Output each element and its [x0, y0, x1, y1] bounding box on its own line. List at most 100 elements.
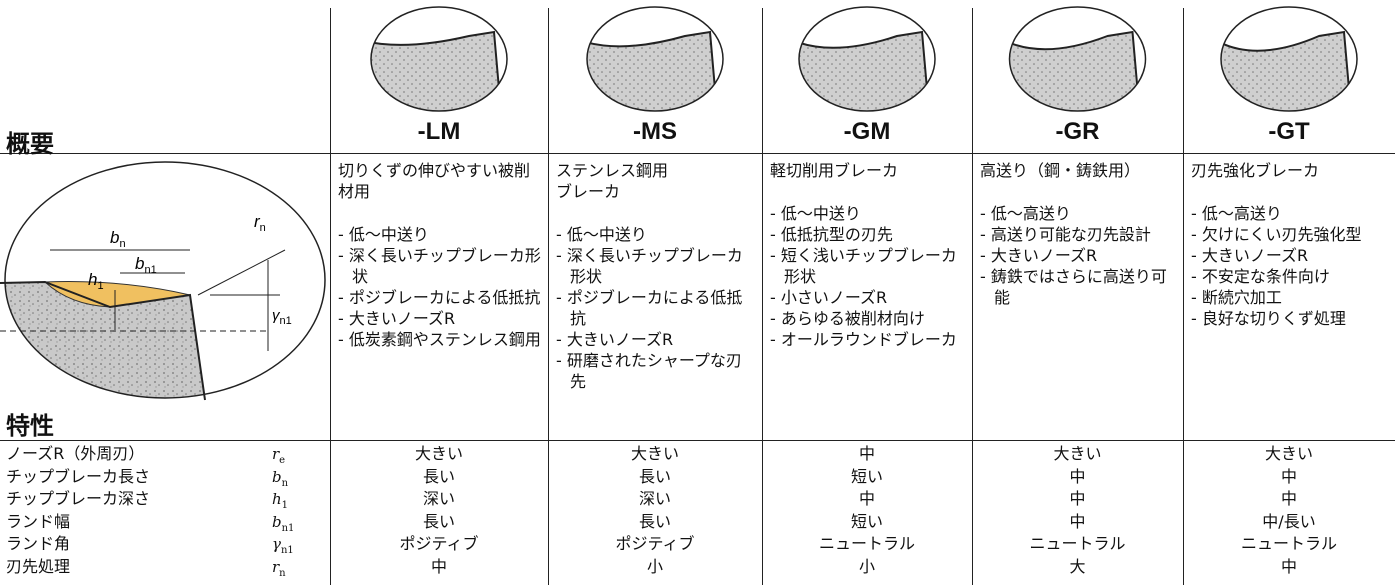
- symbol-text: h: [272, 490, 282, 508]
- feature-point: - 研磨されたシャープな刃先: [556, 351, 742, 391]
- profile-icon: [1220, 6, 1358, 112]
- diagram-label: rn: [254, 212, 266, 234]
- property-value: 大きい: [1264, 444, 1313, 463]
- diagram-label: bn: [110, 228, 126, 250]
- column-title: 切りくずの伸びやすい被削材用: [338, 160, 542, 202]
- column-name: -MS: [633, 118, 677, 145]
- property-value: 長い: [638, 466, 671, 486]
- feature-point: - 断続穴加工: [1191, 288, 1282, 307]
- feature-point: - 低～中送り: [338, 225, 429, 244]
- diagram-label: γn1: [272, 307, 292, 327]
- diagram: bn bn1 rn h1 γn1: [0, 161, 326, 401]
- feature-point: - 短く浅いチップブレーカ形状: [770, 246, 957, 286]
- feature-point: - 低～高送り: [980, 204, 1071, 223]
- property-symbol: rn: [272, 556, 286, 585]
- property-row: ランド幅 bn1 長い 長い 短い 中 中/長い: [0, 511, 1395, 534]
- profile-icon: [1008, 6, 1147, 112]
- feature-point: - 大きいノーズR: [556, 330, 674, 349]
- column-body: ステンレス鋼用 ブレーカ - 低～中送り - 深く長いチップブレーカ形状 - ポジブレー…: [548, 160, 762, 392]
- property-label: ランド角: [6, 534, 71, 553]
- property-value: 中/長い: [1262, 511, 1316, 531]
- property-value: 中: [1280, 489, 1297, 508]
- property-value: ニュートラル: [1029, 534, 1126, 553]
- symbol-sub: n1: [281, 522, 295, 534]
- property-value: ニュートラル: [818, 534, 915, 553]
- property-value: 小: [858, 556, 875, 576]
- title-line: ステンレス鋼用: [556, 161, 669, 180]
- feature-point: - ポジブレーカによる低抵抗: [338, 288, 541, 307]
- property-value: 深い: [638, 489, 671, 508]
- diagram-label: bn1: [135, 254, 157, 276]
- property-row: チップブレーカ長さ bn 長い 長い 短い 中 中: [0, 466, 1395, 489]
- property-value: 大きい: [630, 444, 679, 463]
- property-value: 長い: [422, 466, 455, 486]
- property-value: 中: [430, 556, 447, 576]
- property-value: 長い: [422, 511, 455, 531]
- property-value: 中: [1069, 511, 1086, 531]
- symbol-sub: 1: [281, 500, 289, 511]
- property-value: 中: [1280, 466, 1297, 486]
- title-line: 軽切削用ブレーカ: [770, 161, 899, 180]
- property-value: 大: [1069, 556, 1086, 576]
- feature-point: - 低～中送り: [770, 204, 861, 223]
- feature-point: - ポジブレーカによる低抵抗: [556, 288, 743, 328]
- features-label: 特性: [6, 412, 54, 440]
- column-body: 軽切削用ブレーカ - 低～中送り - 低抵抗型の刃先 - 短く浅いチップブレーカ形状 -…: [762, 160, 972, 350]
- property-value: 中: [1280, 556, 1297, 576]
- property-symbol: bn1: [272, 511, 294, 540]
- feature-point: - オールラウンドブレーカ: [770, 330, 957, 349]
- property-value: 短い: [850, 466, 883, 486]
- property-value: ポジティブ: [399, 534, 479, 553]
- symbol-sub: e: [279, 455, 286, 466]
- property-row: ランド角 γn1 ポジティブ ポジティブ ニュートラル ニュートラル ニュートラル: [0, 533, 1395, 556]
- feature-point: - 不安定な条件向け: [1191, 267, 1330, 286]
- profile-icon: [370, 6, 508, 112]
- symbol-text: r: [272, 557, 280, 576]
- column-name: -GT: [1268, 118, 1310, 145]
- column-body: 刃先強化ブレーカ - 低～高送り - 欠けにくい刃先強化型 - 大きいノーズR - 不安…: [1183, 160, 1395, 329]
- column-name: -GM: [843, 118, 891, 145]
- property-value: ニュートラル: [1240, 534, 1337, 553]
- property-symbol: h1: [272, 488, 288, 517]
- property-label: チップブレーカ長さ: [6, 466, 151, 486]
- property-value: 中: [858, 444, 875, 463]
- symbol-sub: n: [281, 477, 289, 489]
- property-value: 大きい: [1053, 444, 1102, 463]
- symbol-text: γ: [272, 535, 281, 553]
- property-label: チップブレーカ深さ: [6, 489, 151, 508]
- column-rule: [330, 8, 331, 585]
- overview-label: 概要: [6, 130, 54, 158]
- column-rule: [548, 8, 549, 585]
- symbol-text: b: [272, 467, 282, 486]
- property-row: 刃先処理 rn 中 小 小 大 中: [0, 556, 1395, 579]
- property-symbol: bn: [272, 466, 288, 495]
- feature-point: - 深く長いチップブレーカ形状: [338, 246, 541, 286]
- title-line: ブレーカ: [556, 182, 621, 201]
- property-value: 中: [1069, 489, 1086, 508]
- feature-point: - 低～中送り: [556, 225, 647, 244]
- column-title: 刃先強化ブレーカ: [1191, 160, 1389, 181]
- feature-point: - 大きいノーズR: [1191, 246, 1309, 265]
- rule: [0, 440, 1395, 441]
- feature-point: - 高送り可能な刃先設計: [980, 225, 1151, 244]
- feature-point: - 良好な切りくず処理: [1191, 309, 1346, 328]
- property-symbol: γn1: [272, 533, 294, 562]
- feature-point: - 大きいノーズR: [338, 309, 456, 328]
- column-title: 高送り（鋼・鋳鉄用）: [980, 160, 1177, 181]
- symbol-text: r: [272, 445, 280, 463]
- symbol-sub: n1: [280, 545, 294, 556]
- feature-point: - 深く長いチップブレーカ形状: [556, 246, 743, 286]
- property-label: 刃先処理: [6, 556, 71, 576]
- column-name: -GR: [1055, 118, 1100, 145]
- feature-point: - 低炭素鋼やステンレス鋼用: [338, 330, 541, 349]
- property-value: ポジティブ: [615, 534, 695, 553]
- title-line: 高送り（鋼・鋳鉄用）: [980, 161, 1141, 180]
- property-value: 小: [646, 556, 663, 576]
- feature-point: - 大きいノーズR: [980, 246, 1098, 265]
- title-line: 切りくずの伸びやすい被削材用: [338, 161, 531, 201]
- property-value: 長い: [638, 511, 671, 531]
- property-value: 深い: [422, 489, 455, 508]
- property-label: ランド幅: [6, 511, 71, 531]
- column-name: -LM: [417, 118, 461, 145]
